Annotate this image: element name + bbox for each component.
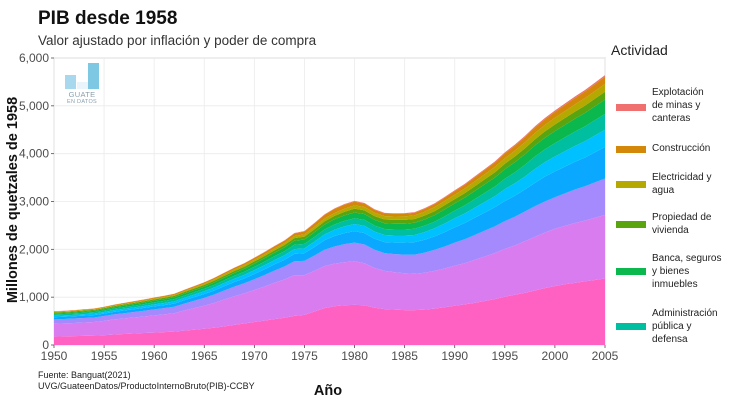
y-tick-label: 0 <box>42 338 49 352</box>
area-series <box>54 75 605 345</box>
guate-en-datos-logo: GUATE EN DATOS <box>62 62 102 106</box>
area-series-1 <box>54 214 605 337</box>
legend-label: Propiedad de vivienda <box>652 212 712 236</box>
logo-bar <box>77 82 88 89</box>
x-tick-label: 1955 <box>91 349 118 363</box>
legend-key <box>616 323 646 330</box>
logo-text: GUATE <box>68 90 96 99</box>
legend-key <box>616 181 646 188</box>
legend-key <box>616 146 646 153</box>
y-tick-label: 5,000 <box>19 99 49 113</box>
legend-label: Administración pública y defensa <box>652 308 718 345</box>
legend-title: Actividad <box>611 42 668 58</box>
source-line: UVG/GuateenDatos/ProductoInternoBruto(PI… <box>38 381 255 391</box>
y-axis-title: Millones de quetzales de 1958 <box>5 97 21 303</box>
y-tick-label: 1,000 <box>19 290 49 304</box>
source-line: Fuente: Banguat(2021) <box>38 370 131 380</box>
logo-bar <box>88 63 99 89</box>
legend-label: Electricidad y agua <box>652 172 712 196</box>
x-tick-label: 1950 <box>41 349 68 363</box>
legend-label: Explotación de minas y canteras <box>652 87 704 124</box>
x-tick-label: 1990 <box>441 349 468 363</box>
x-tick-label: 1965 <box>191 349 218 363</box>
x-tick-label: 2005 <box>592 349 619 363</box>
x-tick-label: 2000 <box>542 349 569 363</box>
y-tick-label: 4,000 <box>19 147 49 161</box>
area-series-0 <box>54 278 605 345</box>
y-tick-label: 2,000 <box>19 242 49 256</box>
y-tick-label: 6,000 <box>19 51 49 65</box>
x-tick-label: 1995 <box>491 349 518 363</box>
x-tick-label: 1975 <box>291 349 318 363</box>
legend-key <box>616 268 646 275</box>
x-tick-label: 1980 <box>341 349 368 363</box>
y-axis-ticks: 0 1,000 2,000 3,000 4,000 5,000 6,000 <box>19 51 54 352</box>
x-tick-label: 1985 <box>391 349 418 363</box>
legend-label: Banca, seguros y bienes inmuebles <box>652 253 722 290</box>
logo-text: EN DATOS <box>66 99 97 105</box>
chart-title: PIB desde 1958 <box>38 8 178 29</box>
x-tick-label: 1970 <box>241 349 268 363</box>
legend-label: Construcción <box>652 143 711 154</box>
x-axis-title: Año <box>314 383 342 399</box>
source-note: Fuente: Banguat(2021) UVG/GuateenDatos/P… <box>38 370 255 392</box>
area-series-2 <box>54 178 605 324</box>
x-tick-label: 1960 <box>141 349 168 363</box>
logo-bar <box>65 75 76 89</box>
y-tick-label: 3,000 <box>19 195 49 209</box>
x-axis-ticks: 1950 1955 1960 1965 1970 1975 1980 1985 1990 1995… <box>41 345 619 363</box>
legend-key <box>616 221 646 228</box>
chart-subtitle: Valor ajustado por inflación y poder de … <box>38 33 317 48</box>
legend-key <box>616 104 646 111</box>
